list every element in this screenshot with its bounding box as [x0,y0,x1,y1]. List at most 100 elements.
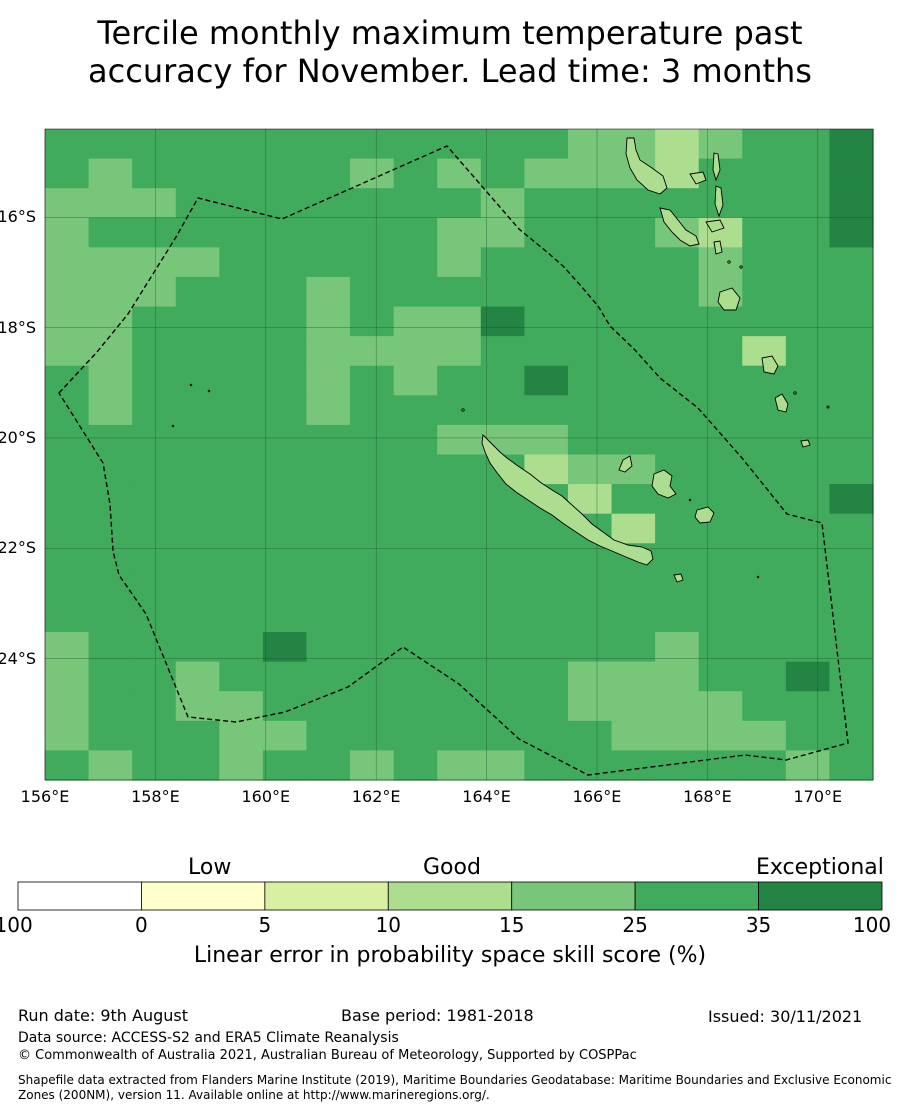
maewo-island [712,152,721,182]
skill-cell [567,247,613,278]
skill-cell [829,365,874,396]
skill-cell [524,720,569,752]
latitude-tick-label: 20°S [0,427,36,447]
skill-cell [306,632,351,663]
skill-cell [829,691,874,722]
landmasses [171,137,830,583]
skill-cell [698,543,743,574]
skill-cell [45,365,90,396]
skill-cell [393,158,438,189]
small-islet [688,498,692,502]
skill-cell [437,513,482,544]
skill-cell [175,395,220,426]
skill-cell [437,336,482,367]
skill-cell [742,129,787,160]
skill-cell [742,276,787,308]
skill-cell [350,306,395,337]
skill-cell [742,484,787,515]
skill-cell [524,188,569,219]
skill-cell [567,306,613,337]
skill-cell [88,276,133,308]
skill-cell [437,632,482,663]
skill-cell [350,750,395,781]
skill-cell [219,661,264,692]
skill-cell [262,217,308,248]
skill-cell [175,572,220,604]
skill-cell [829,336,874,367]
colorbar-tick-label: 5 [258,913,272,937]
skill-cell [655,247,700,278]
skill-cell [88,217,133,248]
skill-cell [393,602,438,633]
skill-cell [611,217,656,248]
skill-cell [655,632,700,663]
skill-cell [567,365,613,396]
skill-cell [829,484,874,515]
skill-cell [350,632,395,663]
skill-cell [219,484,264,515]
skill-cell [611,720,656,752]
skill-cell [655,129,700,160]
colorbar-bin [387,881,513,911]
skill-cell [785,365,831,396]
skill-cell [132,513,177,544]
skill-cell [655,395,700,426]
small-islet [756,575,760,579]
skill-cell [742,217,787,248]
skill-cell [219,158,264,189]
skill-cell [698,129,743,160]
skill-cell [306,454,351,485]
skill-cell [350,158,395,189]
skill-cell [480,365,525,396]
skill-cell [350,336,395,367]
skill-cell [219,513,264,544]
skill-cell [698,395,743,426]
skill-cell [437,188,482,219]
skill-cell [829,129,874,160]
skill-cell [88,188,133,219]
skill-cell [698,750,743,781]
skill-cell [785,158,831,189]
skill-cell [437,217,482,248]
skill-cell [567,750,613,781]
skill-cell [306,484,351,515]
skill-cell [742,691,787,722]
isle-of-pines [673,573,684,583]
skill-cell [785,602,831,633]
small-islet [207,389,211,393]
skill-cell [219,750,264,781]
skill-cell [350,424,395,456]
latitude-tick-label: 22°S [0,538,36,558]
skill-cell [393,632,438,663]
skill-cell [45,484,90,515]
skill-cell [611,750,656,781]
skill-cell [219,632,264,663]
skill-grid-cells [45,129,874,781]
skill-cell [393,454,438,485]
skill-cell [306,543,351,574]
skill-cell [742,454,787,485]
skill-cell [480,306,525,337]
skill-cell [524,661,569,692]
skill-cell [132,572,177,604]
skill-cell [742,602,787,633]
malekula-island [659,207,700,247]
skill-cell [480,543,525,574]
skill-cell [219,395,264,426]
small-islet [727,260,731,264]
skill-cell [262,129,308,160]
skill-cell [655,661,700,692]
colorbar-category-exceptional: Exceptional [756,855,884,880]
skill-cell [88,247,133,278]
skill-cell [742,543,787,574]
skill-cell [611,276,656,308]
skill-cell [350,602,395,633]
skill-cell [393,484,438,515]
skill-cell [262,720,308,752]
skill-cell [219,188,264,219]
skill-cell [393,336,438,367]
skill-cell [437,365,482,396]
skill-cell [219,543,264,574]
skill-cell [306,188,351,219]
skill-cell [567,395,613,426]
